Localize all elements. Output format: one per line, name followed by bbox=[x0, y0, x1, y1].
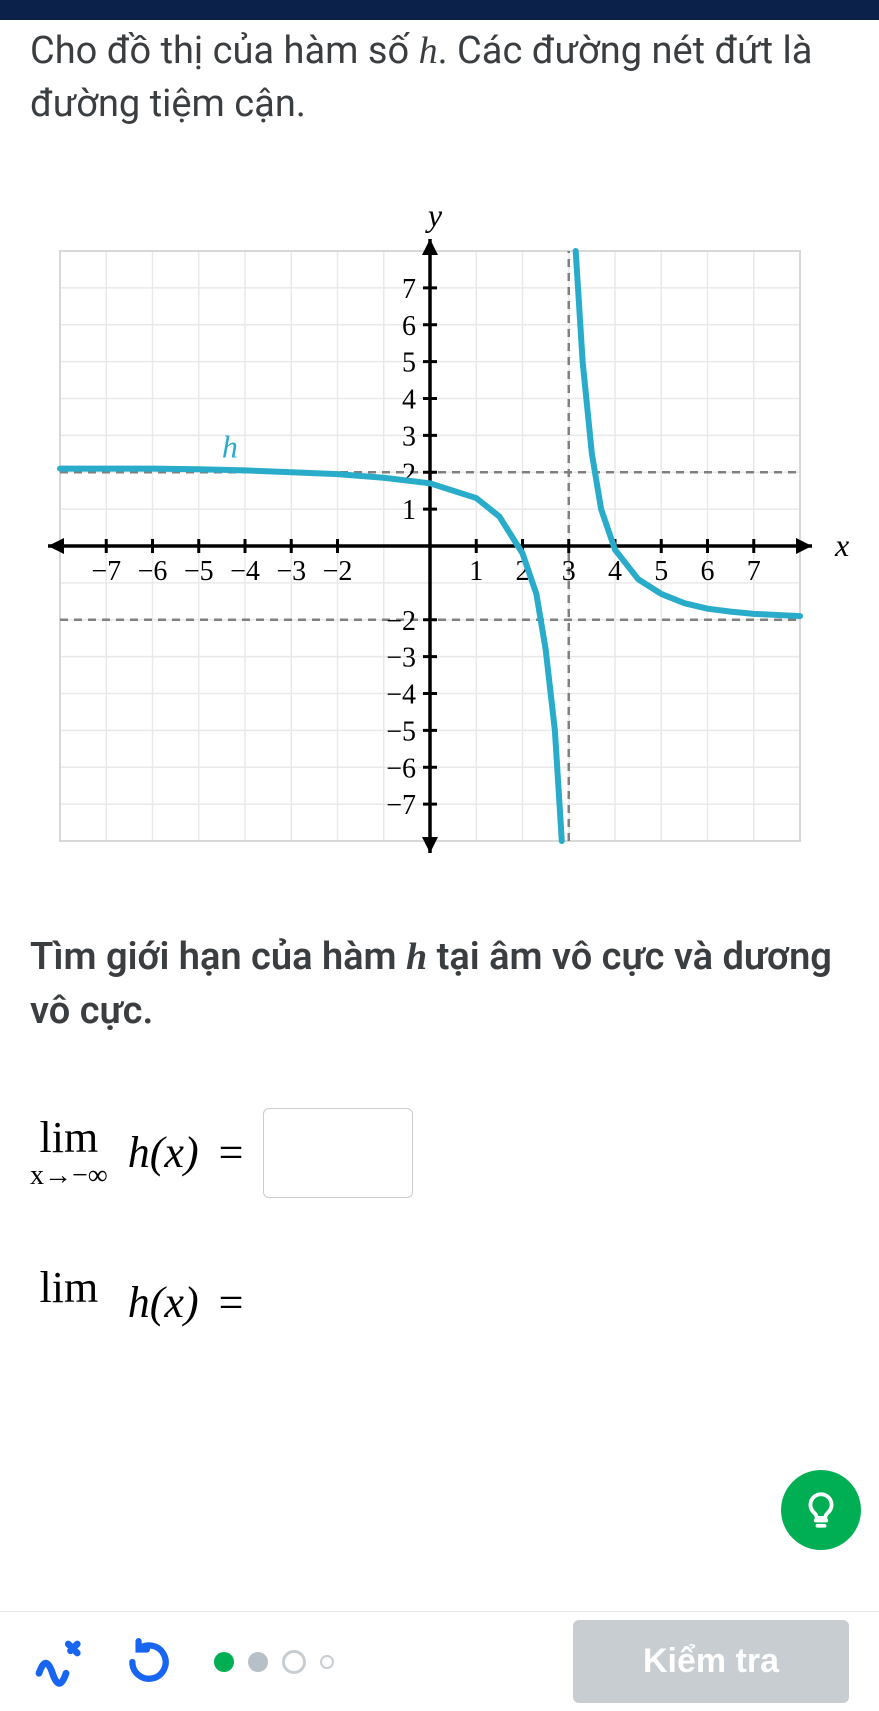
progress-dot-4 bbox=[320, 1655, 334, 1669]
progress-dot-2 bbox=[248, 1652, 268, 1672]
svg-text:6: 6 bbox=[402, 311, 416, 342]
svg-text:−4: −4 bbox=[386, 680, 416, 711]
question-part-1: Cho đồ thị của hàm số bbox=[30, 29, 419, 73]
restart-icon bbox=[124, 1637, 174, 1687]
lim-approach-1: x→−∞ bbox=[30, 1162, 108, 1190]
svg-text:−5: −5 bbox=[386, 717, 416, 748]
svg-text:1: 1 bbox=[402, 496, 416, 527]
lim-func-1: h(x) bbox=[128, 1127, 199, 1178]
scratchpad-button[interactable] bbox=[30, 1635, 84, 1689]
lim-eq-1: = bbox=[219, 1127, 244, 1178]
svg-text:5: 5 bbox=[654, 556, 668, 587]
lim-eq-2: = bbox=[219, 1277, 244, 1328]
limit-row-2: lim x→+∞ h(x) = bbox=[30, 1258, 849, 1348]
svg-text:h: h bbox=[222, 429, 238, 465]
svg-text:7: 7 bbox=[402, 274, 416, 305]
limit-expr-1: lim x→−∞ bbox=[30, 1116, 108, 1190]
progress-dot-3 bbox=[282, 1650, 306, 1674]
lim-label-2: lim bbox=[40, 1266, 99, 1310]
svg-text:−7: −7 bbox=[91, 556, 121, 587]
svg-text:−3: −3 bbox=[276, 556, 306, 587]
limit-expr-2: lim x→+∞ bbox=[30, 1266, 108, 1340]
prompt-part-1: Tìm giới hạn của hàm bbox=[30, 935, 406, 979]
graph-svg: −7−6−5−4−3−212345671234567−2−3−4−5−6−7yx… bbox=[30, 191, 850, 871]
svg-text:7: 7 bbox=[747, 556, 761, 587]
progress-dots bbox=[214, 1650, 334, 1674]
svg-text:5: 5 bbox=[402, 348, 416, 379]
svg-text:−3: −3 bbox=[386, 643, 416, 674]
svg-text:6: 6 bbox=[701, 556, 715, 587]
squiggle-icon bbox=[30, 1635, 84, 1689]
progress-dot-1 bbox=[214, 1652, 234, 1672]
svg-text:2: 2 bbox=[402, 459, 416, 490]
check-button[interactable]: Kiểm tra bbox=[573, 1620, 849, 1703]
svg-text:−4: −4 bbox=[230, 556, 260, 587]
prompt-var-h: h bbox=[406, 936, 427, 978]
svg-text:4: 4 bbox=[402, 385, 416, 416]
limit-row-1: lim x→−∞ h(x) = bbox=[30, 1108, 849, 1198]
lightbulb-icon bbox=[800, 1489, 842, 1531]
svg-text:−2: −2 bbox=[386, 606, 416, 637]
svg-text:3: 3 bbox=[562, 556, 576, 587]
hint-button[interactable] bbox=[781, 1470, 861, 1550]
bottom-bar: Kiểm tra bbox=[0, 1611, 879, 1711]
svg-text:3: 3 bbox=[402, 422, 416, 453]
lim-label-1: lim bbox=[40, 1116, 99, 1160]
question-text: Cho đồ thị của hàm số h. Các đường nét đ… bbox=[30, 25, 849, 131]
answer-input-1[interactable] bbox=[263, 1108, 413, 1198]
question-var-h: h bbox=[419, 30, 438, 72]
svg-text:−7: −7 bbox=[386, 791, 416, 822]
top-bar bbox=[0, 0, 879, 20]
svg-text:−6: −6 bbox=[138, 556, 168, 587]
svg-text:y: y bbox=[425, 197, 443, 233]
svg-text:−2: −2 bbox=[323, 556, 353, 587]
svg-text:1: 1 bbox=[469, 556, 483, 587]
svg-text:−5: −5 bbox=[184, 556, 214, 587]
svg-text:−6: −6 bbox=[386, 754, 416, 785]
prompt-text: Tìm giới hạn của hàm h tại âm vô cực và … bbox=[30, 931, 849, 1037]
graph-container: −7−6−5−4−3−212345671234567−2−3−4−5−6−7yx… bbox=[30, 191, 850, 871]
svg-text:x: x bbox=[834, 527, 849, 563]
restart-button[interactable] bbox=[124, 1637, 174, 1687]
lim-func-2: h(x) bbox=[128, 1277, 199, 1328]
